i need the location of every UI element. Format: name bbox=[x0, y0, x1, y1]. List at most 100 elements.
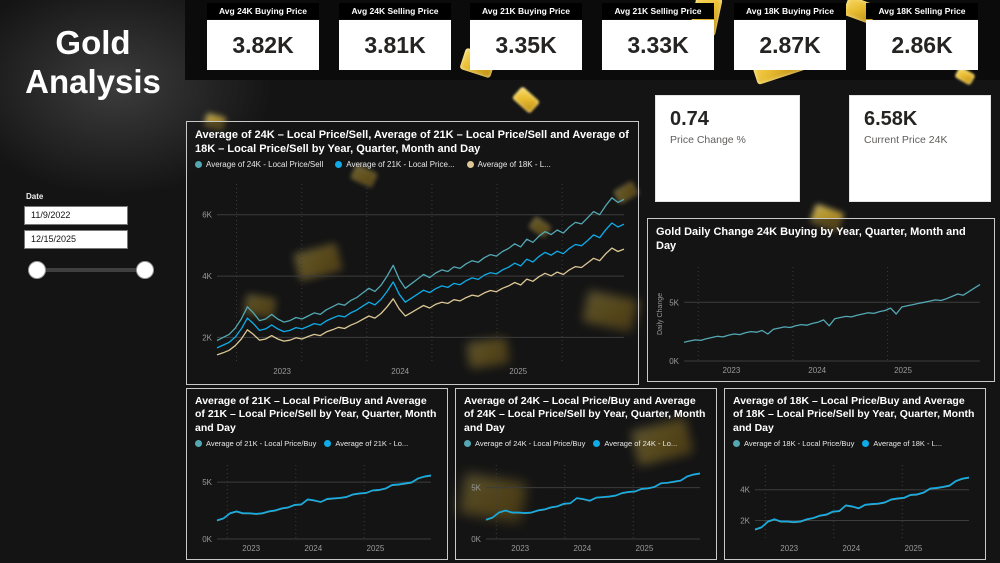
svg-text:2023: 2023 bbox=[780, 544, 798, 553]
svg-text:2023: 2023 bbox=[242, 544, 260, 553]
date-end-input[interactable]: 12/15/2025 bbox=[24, 230, 128, 249]
kpi-avg-24k-selling: Avg 24K Selling Price 3.81K bbox=[339, 3, 451, 70]
svg-text:2024: 2024 bbox=[842, 544, 860, 553]
svg-text:2K: 2K bbox=[740, 517, 750, 526]
legend-dot-icon bbox=[733, 440, 740, 448]
date-slicer-label: Date bbox=[26, 192, 44, 201]
legend-item[interactable]: Average of 18K - L... bbox=[466, 160, 551, 170]
legend-item[interactable]: Average of 24K - Local Price/Buy bbox=[464, 439, 585, 448]
legend-label: Average of 18K - L... bbox=[477, 160, 551, 170]
kpi-card: 3.35K bbox=[470, 20, 582, 70]
chart-21k-buy-sell[interactable]: 0K 5K 2023 2024 2025 bbox=[193, 459, 439, 553]
legend-item[interactable]: Average of 21K - Local Price/Buy bbox=[195, 439, 316, 448]
slider-handle-end[interactable] bbox=[136, 261, 154, 279]
daily-change-chart-panel: Gold Daily Change 24K Buying by Year, Qu… bbox=[647, 218, 995, 382]
kpi-header: Avg 18K Selling Price bbox=[866, 3, 978, 19]
kpi-avg-21k-selling: Avg 21K Selling Price 3.33K bbox=[602, 3, 714, 70]
legend-label: Average of 21K - Local Price/Buy bbox=[206, 439, 317, 449]
kpi-value: 3.81K bbox=[364, 31, 426, 58]
legend-dot-icon bbox=[324, 440, 332, 448]
slider-track[interactable] bbox=[34, 268, 146, 272]
svg-text:2023: 2023 bbox=[273, 367, 291, 376]
legend-item[interactable]: Average of 21K - Local Price... bbox=[335, 160, 455, 170]
current-price-card: 6.58K Current Price 24K bbox=[849, 95, 991, 202]
current-price-label: Current Price 24K bbox=[864, 134, 948, 146]
date-start-input[interactable]: 11/9/2022 bbox=[24, 206, 128, 225]
chart-title: Average of 24K – Local Price/Buy and Ave… bbox=[464, 395, 706, 434]
date-range-slider[interactable] bbox=[24, 257, 156, 283]
svg-text:2024: 2024 bbox=[808, 366, 826, 375]
kpi-card: 3.81K bbox=[339, 20, 451, 70]
svg-text:2025: 2025 bbox=[636, 544, 654, 553]
svg-text:2025: 2025 bbox=[894, 366, 912, 375]
chart-21k-panel: Average of 21K – Local Price/Buy and Ave… bbox=[186, 388, 448, 560]
kpi-header: Avg 24K Buying Price bbox=[207, 3, 319, 19]
legend-label: Average of 24K - Lo... bbox=[604, 439, 678, 449]
kpi-avg-18k-selling: Avg 18K Selling Price 2.86K bbox=[866, 3, 978, 70]
svg-text:0K: 0K bbox=[669, 357, 679, 366]
kpi-card: 3.33K bbox=[602, 20, 714, 70]
legend-dot-icon bbox=[464, 440, 471, 448]
chart-24k-panel: Average of 24K – Local Price/Buy and Ave… bbox=[455, 388, 717, 560]
svg-text:4K: 4K bbox=[202, 272, 212, 281]
kpi-card: 3.82K bbox=[207, 20, 319, 70]
main-trend-chart[interactable]: 2K 4K 6K 2023 2024 2025 bbox=[193, 178, 632, 376]
legend-label: Average of 24K - Local Price/Buy bbox=[475, 439, 586, 449]
legend-item[interactable]: Average of 18K - Local Price/Buy bbox=[733, 439, 854, 448]
chart-legend: Average of 21K - Local Price/Buy Average… bbox=[195, 439, 439, 448]
kpi-value: 2.87K bbox=[759, 31, 821, 58]
legend-item[interactable]: Average of 21K - Lo... bbox=[324, 439, 408, 448]
daily-change-chart[interactable]: 0K 5K 2023 2024 2025 Daily Change bbox=[654, 261, 988, 375]
price-change-value: 0.74 bbox=[670, 108, 709, 130]
date-slicer: Date 11/9/2022 12/15/2025 bbox=[24, 192, 174, 283]
slider-handle-start[interactable] bbox=[28, 261, 46, 279]
svg-text:2025: 2025 bbox=[905, 544, 923, 553]
kpi-header: Avg 18K Buying Price bbox=[734, 3, 846, 19]
svg-text:2024: 2024 bbox=[573, 544, 591, 553]
kpi-value: 2.86K bbox=[891, 31, 953, 58]
kpi-value: 3.33K bbox=[627, 31, 689, 58]
svg-text:2025: 2025 bbox=[509, 367, 527, 376]
legend-dot-icon bbox=[862, 440, 870, 448]
legend-item[interactable]: Average of 24K - Lo... bbox=[593, 439, 677, 448]
chart-title: Average of 24K – Local Price/Sell, Avera… bbox=[195, 129, 629, 156]
svg-text:5K: 5K bbox=[669, 298, 679, 307]
legend-dot-icon bbox=[593, 440, 601, 448]
kpi-value: 3.82K bbox=[232, 31, 294, 58]
legend-label: Average of 18K - L... bbox=[873, 439, 942, 449]
legend-label: Average of 21K - Local Price... bbox=[346, 160, 455, 170]
svg-text:2024: 2024 bbox=[304, 544, 322, 553]
legend-item[interactable]: Average of 24K - Local Price/Sell bbox=[195, 160, 323, 169]
svg-text:Daily Change: Daily Change bbox=[657, 293, 664, 335]
chart-legend: Average of 24K - Local Price/Buy Average… bbox=[464, 439, 708, 448]
kpi-header: Avg 24K Selling Price bbox=[339, 3, 451, 19]
main-trend-chart-panel: Average of 24K – Local Price/Sell, Avera… bbox=[186, 121, 639, 385]
page-title: Gold Analysis bbox=[0, 24, 186, 102]
legend-label: Average of 24K - Local Price/Sell bbox=[206, 160, 324, 170]
svg-text:0K: 0K bbox=[202, 535, 212, 544]
price-change-label: Price Change % bbox=[670, 134, 746, 146]
kpi-card: 2.86K bbox=[866, 20, 978, 70]
chart-legend: Average of 18K - Local Price/Buy Average… bbox=[733, 439, 977, 448]
chart-title: Average of 21K – Local Price/Buy and Ave… bbox=[195, 395, 437, 434]
legend-dot-icon bbox=[466, 161, 474, 169]
chart-18k-buy-sell[interactable]: 2K 4K 2023 2024 2025 bbox=[731, 459, 977, 553]
svg-text:5K: 5K bbox=[202, 478, 212, 487]
chart-title: Gold Daily Change 24K Buying by Year, Qu… bbox=[656, 226, 966, 253]
current-price-value: 6.58K bbox=[864, 108, 918, 130]
price-change-card: 0.74 Price Change % bbox=[655, 95, 800, 202]
kpi-avg-18k-buying: Avg 18K Buying Price 2.87K bbox=[734, 3, 846, 70]
kpi-value: 3.35K bbox=[495, 31, 557, 58]
legend-dot-icon bbox=[335, 161, 343, 169]
svg-text:2023: 2023 bbox=[723, 366, 741, 375]
chart-title: Average of 18K – Local Price/Buy and Ave… bbox=[733, 395, 975, 434]
chart-24k-buy-sell[interactable]: 0K 5K 2023 2024 2025 bbox=[462, 459, 708, 553]
svg-text:2025: 2025 bbox=[367, 544, 385, 553]
legend-item[interactable]: Average of 18K - L... bbox=[862, 439, 942, 448]
kpi-header: Avg 21K Buying Price bbox=[470, 3, 582, 19]
kpi-avg-21k-buying: Avg 21K Buying Price 3.35K bbox=[470, 3, 582, 70]
svg-text:4K: 4K bbox=[740, 486, 750, 495]
page-title-line1: Gold bbox=[55, 24, 131, 61]
legend-dot-icon bbox=[195, 161, 202, 169]
legend-dot-icon bbox=[195, 440, 202, 448]
